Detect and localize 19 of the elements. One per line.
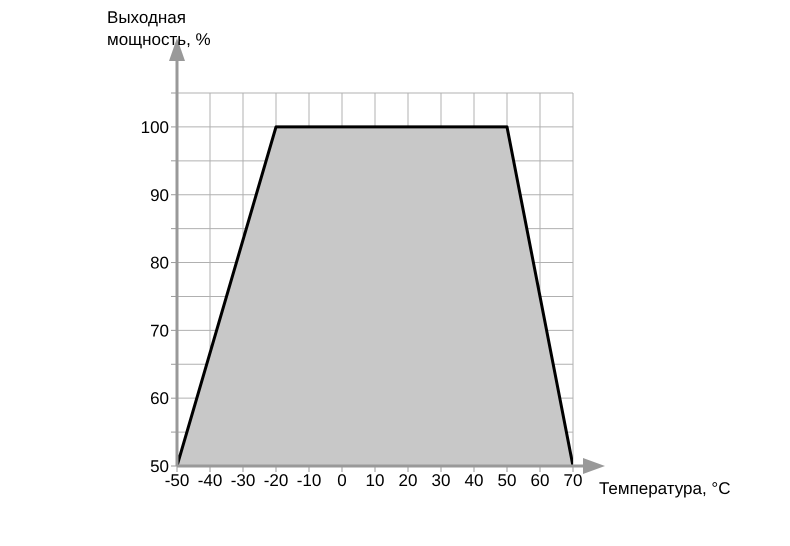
x-tick-label: -40 [198,471,222,490]
y-tick-label: 100 [140,118,169,137]
y-tick-label: 90 [150,186,169,205]
y-tick-label: 70 [150,321,169,340]
x-tick-label: -10 [296,471,322,490]
x-tick-label: 40 [464,471,484,490]
x-tick-label: -30 [230,471,256,490]
y-tick-label: 80 [150,254,169,273]
x-tick-label: 20 [398,471,418,490]
x-tick-label: 60 [530,471,550,490]
y-axis-title: Выходная мощность, % [107,8,211,49]
x-tick-label: 50 [498,471,516,490]
x-tick-label: -20 [264,471,288,490]
x-tick-label: 10 [366,471,384,490]
x-tick-label: 0 [337,471,347,490]
x-tick-label: 30 [432,471,450,490]
y-tick-label: 60 [150,389,169,408]
x-axis-title: Температура, °C [599,479,730,498]
x-tick-label: 70 [564,471,582,490]
